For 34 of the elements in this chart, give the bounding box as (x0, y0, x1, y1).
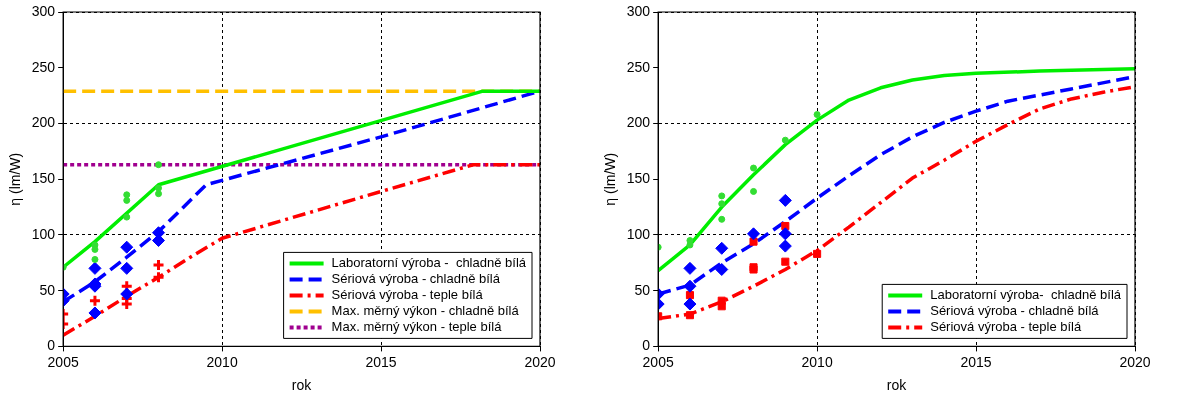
legend-label: Laboratorní výroba- chladně bílá (930, 286, 1122, 302)
legend-label: Max. měrný výkon - chladně bílá (331, 302, 520, 318)
x-tick-label: 2015 (960, 353, 992, 370)
legend-label: Sériová výroba - teple bílá (930, 318, 1083, 334)
legend-label: Sériová výroba - chladně bílá (331, 270, 501, 286)
y-tick-label: 0 (642, 337, 651, 354)
y-tick-label: 150 (31, 170, 56, 187)
legend-label: Sériová výroba - teple bílá (331, 286, 484, 302)
y-tick-label: 50 (39, 281, 56, 298)
y-axis-title: η (lm/W) (602, 152, 619, 206)
y-axis-title: η (lm/W) (7, 152, 24, 206)
y-tick-label: 150 (626, 170, 651, 187)
y-tick-label: 200 (626, 114, 651, 131)
x-axis-title: rok (886, 377, 908, 394)
y-tick-label: 100 (31, 225, 56, 242)
legend-label: Max. měrný výkon - teple bílá (331, 318, 503, 334)
y-tick-label: 250 (626, 58, 651, 75)
x-tick-label: 2010 (206, 353, 238, 370)
y-tick-label: 0 (47, 337, 56, 354)
x-axis-title: rok (291, 377, 313, 394)
x-tick-label: 2015 (365, 353, 397, 370)
x-tick-label: 2010 (801, 353, 833, 370)
y-tick-label: 250 (31, 58, 56, 75)
legend-label: Sériová výroba - chladně bílá (930, 302, 1100, 318)
x-tick-label: 2020 (524, 353, 556, 370)
y-tick-label: 100 (626, 225, 651, 242)
x-tick-label: 2005 (642, 353, 674, 370)
x-tick-label: 2005 (47, 353, 79, 370)
y-tick-label: 50 (634, 281, 651, 298)
x-tick-label: 2020 (1119, 353, 1151, 370)
y-tick-label: 200 (31, 114, 56, 131)
y-tick-label: 300 (626, 2, 651, 19)
legend-label: Laboratorní výroba - chladně bílá (331, 254, 527, 270)
y-tick-label: 300 (31, 2, 56, 19)
